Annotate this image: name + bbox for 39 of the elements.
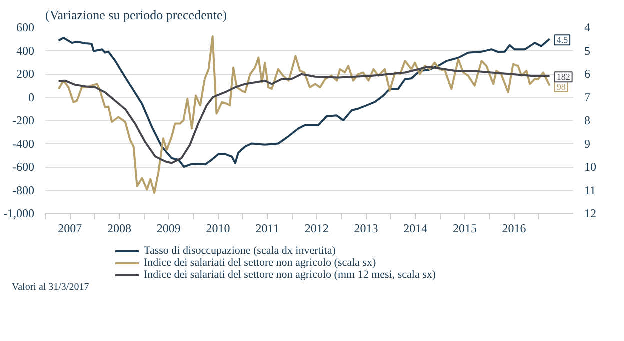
x-tick-label: 2007: [58, 222, 82, 236]
y-tick-label: -1,000: [4, 206, 35, 220]
y2-tick-label: 8: [584, 114, 590, 128]
data-label: 182: [556, 72, 570, 82]
line-series: [58, 36, 551, 168]
y2-tick-label: 11: [584, 183, 596, 198]
y-tick-label: 0: [28, 90, 34, 104]
y2-tick-label: 9: [584, 136, 590, 151]
legend-label: Tasso di disoccupazione (scala dx invertita): [144, 245, 336, 257]
y2-tick-label: 4: [584, 20, 590, 34]
x-tick-label: 2009: [156, 222, 181, 236]
data-label: 98: [556, 82, 566, 92]
y-tick-label: -400: [12, 136, 35, 151]
y-tick-label: -200: [12, 114, 35, 128]
x-tick-label: 2013: [354, 222, 378, 236]
legend-label: Indice dei salariati del settore non agricolo (mm 12 mesi, scala sx): [144, 269, 436, 281]
x-tick-label: 2016: [502, 222, 526, 236]
y2-tick-label: 6: [584, 67, 590, 81]
y-tick-label: -800: [12, 183, 35, 198]
y2-tick-label: 12: [584, 206, 596, 220]
legend-label: Indice dei salariati del settore non agricolo (scala sx): [144, 257, 376, 269]
y-tick-label: 400: [16, 44, 34, 58]
x-tick-label: 2010: [206, 222, 230, 236]
line-series: [58, 35, 551, 194]
y2-tick-label: 5: [584, 44, 590, 58]
y2-tick-label: 7: [584, 90, 590, 104]
y-tick-label: 600: [16, 20, 34, 34]
y-tick-label: -600: [12, 160, 35, 174]
x-tick-label: 2015: [452, 222, 477, 236]
y2-tick-label: 10: [584, 160, 596, 174]
x-tick-label: 2008: [108, 222, 132, 236]
x-tick-label: 2011: [256, 222, 280, 236]
x-tick-label: 2014: [404, 222, 428, 236]
text: Valori al 31/3/2017: [12, 281, 90, 295]
y-tick-label: 200: [16, 67, 34, 81]
x-tick-label: 2012: [304, 222, 329, 236]
line-series: [58, 66, 551, 164]
data-label: 4.5: [556, 35, 569, 46]
chart-title: (Variazione su periodo precedente): [46, 8, 228, 22]
